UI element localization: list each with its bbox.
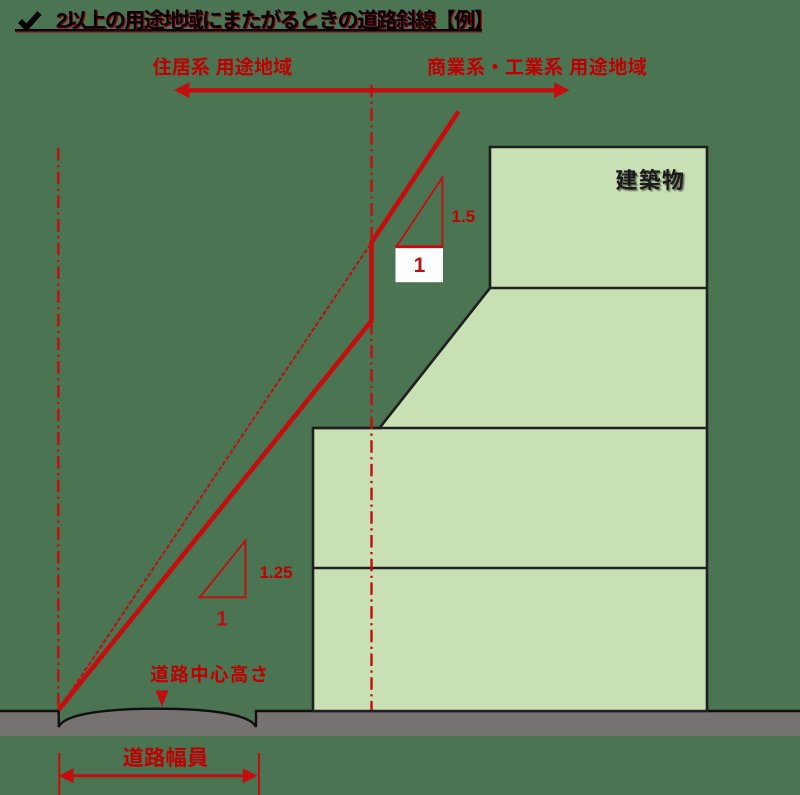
svg-text:1.5: 1.5 (452, 207, 476, 226)
svg-text:商業系・工業系 用途地域: 商業系・工業系 用途地域 (427, 57, 647, 79)
svg-text:1.25: 1.25 (260, 563, 293, 582)
svg-text:1: 1 (414, 254, 426, 277)
svg-text:道路中心高さ: 道路中心高さ (150, 664, 269, 685)
svg-text:2以上の用途地域にまたがるときの道路斜線【例】: 2以上の用途地域にまたがるときの道路斜線【例】 (56, 9, 493, 33)
svg-text:1: 1 (216, 608, 228, 631)
svg-text:建築物: 建築物 (616, 168, 686, 193)
svg-text:住居系 用途地域: 住居系 用途地域 (153, 57, 293, 79)
svg-text:道路幅員: 道路幅員 (123, 746, 209, 770)
